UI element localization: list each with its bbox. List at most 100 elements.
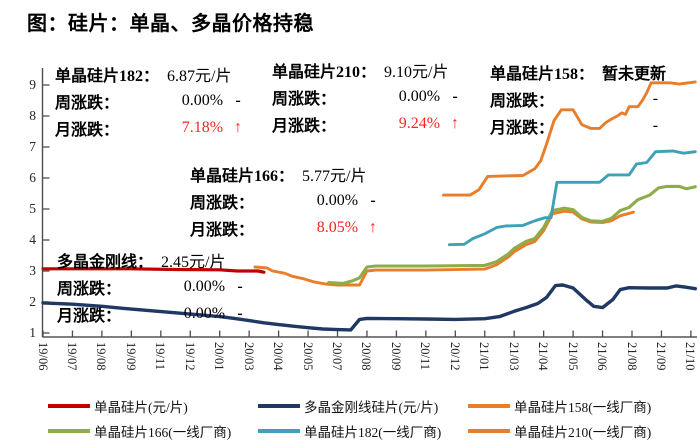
panel-title: 单晶硅片166： 5.77元/片 (190, 160, 388, 187)
y-tick-label: 5 (29, 201, 36, 216)
panel-row: 周涨跌： - (490, 85, 688, 112)
panel-title-label: 单晶硅片182： (55, 67, 160, 85)
up-arrow-icon: ↑ (369, 218, 378, 236)
panel-title: 单晶硅片158： 暂未更新 (490, 58, 688, 85)
y-tick-label: 6 (29, 170, 36, 185)
legend-label: 多晶金刚线硅片(元/片) (304, 400, 439, 415)
panel-mono-158: 单晶硅片158： 暂未更新周涨跌： - 月涨跌： - (490, 58, 688, 139)
panel-row: 周涨跌： 0.00% - (272, 83, 470, 110)
x-tick-label: 21/05 (565, 342, 580, 371)
legend-swatch-line (48, 404, 90, 408)
legend-item: 单晶硅片210(一线厂商) (468, 421, 651, 441)
legend-item: 单晶硅片166(一线厂商) (48, 421, 231, 441)
legend-label: 单晶硅片210(一线厂商) (514, 425, 652, 440)
x-tick-label: 20/07 (330, 342, 344, 371)
panel-row-value: 8.05% (316, 218, 359, 236)
x-tick-label: 21/08 (624, 342, 639, 371)
legend-swatch-line (258, 429, 300, 433)
x-tick-label: 20/08 (359, 342, 374, 371)
panel-row-value: 9.24% (398, 114, 441, 132)
y-tick-label: 2 (29, 294, 36, 309)
x-tick-label: 20/11 (418, 342, 433, 371)
panel-row: 周涨跌： 0.00% - (57, 273, 255, 300)
panel-title-value: 6.87元/片 (167, 67, 232, 85)
y-tick-label: 1 (29, 325, 36, 340)
legend-item: 单晶硅片(元/片) (48, 396, 188, 416)
panel-row-value: 7.18% (181, 118, 224, 136)
panel-title: 单晶硅片210： 9.10元/片 (272, 56, 470, 83)
panel-row-value: 0.00% (398, 87, 441, 105)
panel-title-value: 5.77元/片 (302, 167, 367, 185)
panel-row-label: 周涨跌： (272, 90, 337, 108)
legend-item: 多晶金刚线硅片(元/片) (258, 396, 438, 416)
panel-row-value: - (652, 116, 659, 134)
x-tick-label: 20/05 (300, 342, 315, 371)
panel-title-label: 单晶硅片166： (190, 167, 295, 185)
y-tick-label: 9 (29, 77, 36, 92)
panel-title-value: 暂未更新 (602, 65, 667, 83)
x-tick-label: 20/04 (271, 342, 286, 371)
dash-mark: - (235, 91, 241, 109)
x-tick-label: 19/09 (123, 342, 138, 371)
series-line-4 (447, 149, 697, 247)
panel-row-label: 周涨跌： (57, 280, 122, 298)
page-title: 图：硅片：单晶、多晶价格持稳 (27, 13, 314, 35)
x-tick-label: 20/01 (212, 342, 227, 371)
dash-mark: - (370, 191, 376, 209)
panel-row: 月涨跌： 8.05% ↑ (190, 214, 388, 241)
panel-multi: 多晶金刚线： 2.45元/片周涨跌： 0.00% - 月涨跌： 0.00% - (57, 246, 255, 327)
legend-item: 单晶硅片158(一线厂商) (468, 396, 651, 416)
panel-row-label: 周涨跌： (190, 194, 255, 212)
panel-title-value: 2.45元/片 (161, 253, 226, 271)
panel-row-label: 月涨跌： (57, 307, 122, 325)
panel-row-label: 月涨跌： (490, 119, 555, 137)
x-tick-label: 21/10 (683, 342, 698, 371)
legend-swatch-line (468, 404, 510, 408)
legend-swatch-line (258, 404, 300, 408)
legend-swatch-line (468, 429, 510, 433)
x-tick-label: 19/11 (153, 342, 168, 371)
panel-row-label: 周涨跌： (55, 94, 120, 112)
x-tick-label: 21/04 (536, 342, 551, 371)
legend-label: 单晶硅片(元/片) (94, 400, 188, 415)
legend-label: 单晶硅片166(一线厂商) (94, 425, 232, 440)
x-tick-label: 21/01 (477, 342, 492, 371)
panel-row-value: 0.00% (183, 304, 226, 322)
panel-row-value: 0.00% (181, 91, 224, 109)
series-line-5 (442, 80, 697, 197)
panel-mono-166: 单晶硅片166： 5.77元/片 周涨跌： 0.00% - 月涨跌： 8.05% ↑ (190, 160, 388, 241)
panel-row-value: 0.00% (316, 191, 359, 209)
x-tick-label: 20/09 (388, 342, 403, 371)
panel-row-label: 月涨跌： (55, 121, 120, 139)
y-tick-label: 3 (29, 263, 36, 278)
x-tick-label: 20/03 (241, 342, 256, 371)
panel-row: 月涨跌： 9.24% ↑ (272, 110, 470, 137)
panel-mono-182: 单晶硅片182： 6.87元/片 周涨跌： 0.00% - 月涨跌： 7.18% ↑ (55, 60, 253, 141)
series-line-1 (41, 283, 697, 332)
panel-row-value: 0.00% (183, 277, 226, 295)
panel-row-value: - (652, 89, 659, 107)
panel-row: 周涨跌： 0.00% - (190, 187, 388, 214)
series-line-0 (41, 267, 266, 274)
panel-row-label: 月涨跌： (272, 117, 337, 135)
legend-label: 单晶硅片182(一线厂商) (304, 425, 442, 440)
panel-title: 多晶金刚线： 2.45元/片 (57, 246, 255, 273)
panel-row: 月涨跌： 0.00% - (57, 300, 255, 327)
panel-row: 周涨跌： 0.00% - (55, 87, 253, 114)
dash-mark: - (452, 87, 458, 105)
dash-mark: - (237, 304, 243, 322)
legend-swatch-line (48, 429, 90, 433)
x-tick-label: 19/08 (94, 342, 109, 371)
panel-title: 单晶硅片182： 6.87元/片 (55, 60, 253, 87)
panel-title-value: 9.10元/片 (384, 63, 449, 81)
panel-row: 月涨跌： - (490, 112, 688, 139)
panel-row-label: 周涨跌： (490, 92, 555, 110)
legend-item: 单晶硅片182(一线厂商) (258, 421, 441, 441)
panel-title-label: 单晶硅片158： (490, 65, 595, 83)
y-tick-label: 4 (29, 232, 36, 247)
x-tick-label: 19/07 (64, 342, 79, 371)
dash-mark: - (237, 277, 243, 295)
panel-title-label: 多晶金刚线： (57, 253, 154, 271)
